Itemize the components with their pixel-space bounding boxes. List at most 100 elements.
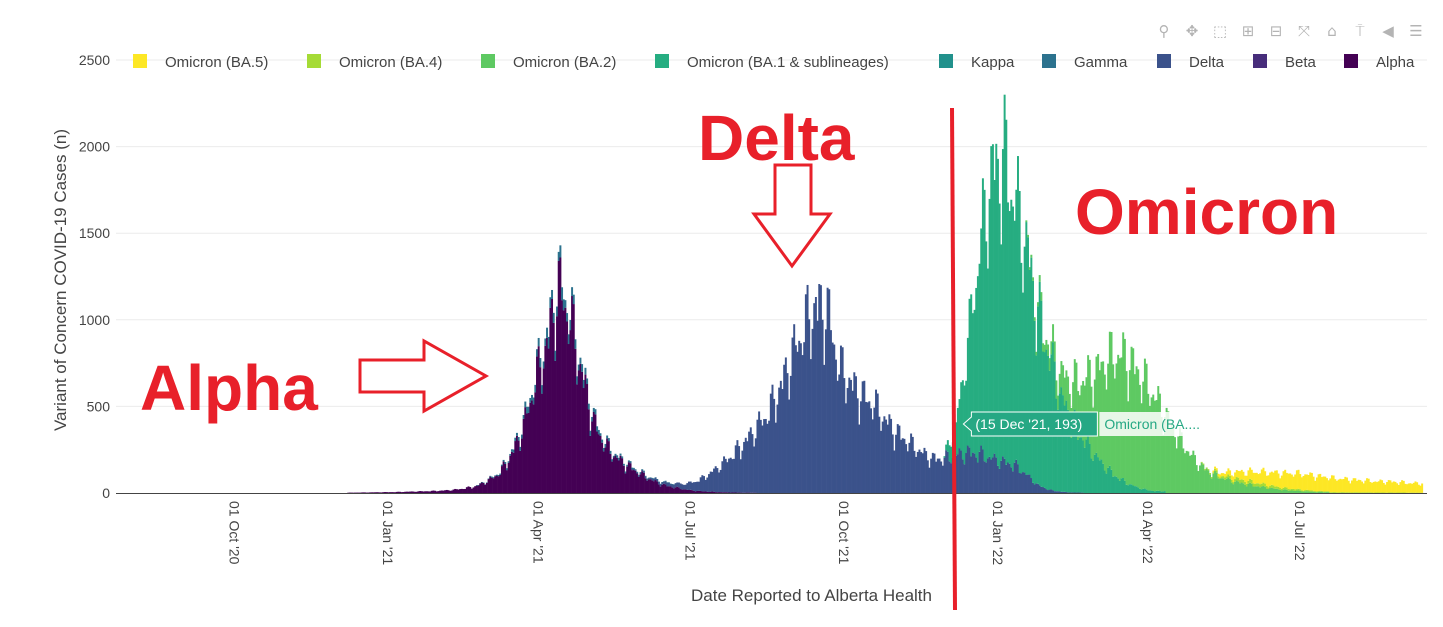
bar-segment[interactable] [614, 455, 617, 493]
bar-segment[interactable] [569, 320, 572, 331]
bar-segment[interactable] [542, 361, 545, 369]
bar-segment[interactable] [1275, 486, 1278, 489]
bar-segment[interactable] [1305, 474, 1308, 490]
bar-segment[interactable] [798, 340, 801, 493]
bar-segment[interactable] [935, 461, 938, 493]
bar-segment[interactable] [672, 484, 675, 485]
bar-segment[interactable] [674, 483, 677, 488]
bar-segment[interactable] [1242, 479, 1245, 484]
bar-segment[interactable] [1052, 490, 1055, 493]
bar-segment[interactable] [1082, 440, 1085, 493]
bar-segment[interactable] [1113, 476, 1116, 493]
bar-segment[interactable] [1254, 486, 1257, 493]
bar-segment[interactable] [1000, 460, 1003, 493]
bar-segment[interactable] [609, 450, 612, 454]
bar-segment[interactable] [1329, 478, 1332, 493]
bar-segment[interactable] [871, 419, 874, 493]
bar-segment[interactable] [853, 372, 856, 493]
bar-segment[interactable] [1006, 202, 1009, 463]
bar-segment[interactable] [1260, 483, 1263, 487]
bar-segment[interactable] [1045, 489, 1048, 493]
bar-segment[interactable] [836, 380, 839, 493]
bar-segment[interactable] [1364, 492, 1367, 493]
bar-segment[interactable] [1210, 477, 1213, 479]
bar-segment[interactable] [851, 390, 854, 493]
hover-compare-icon[interactable]: ☰ [1409, 22, 1423, 40]
bar-segment[interactable] [1095, 452, 1098, 493]
bar-segment[interactable] [1334, 492, 1337, 493]
bar-segment[interactable] [390, 492, 393, 493]
bar-segment[interactable] [728, 458, 731, 493]
bar-segment[interactable] [709, 491, 712, 493]
bar-segment[interactable] [1265, 488, 1268, 493]
bar-segment[interactable] [447, 490, 450, 493]
bar-segment[interactable] [1310, 491, 1313, 493]
bar-segment[interactable] [686, 489, 689, 493]
bar-segment[interactable] [524, 401, 527, 408]
bar-segment[interactable] [933, 453, 936, 493]
bar-segment[interactable] [1065, 492, 1068, 493]
bar-segment[interactable] [1015, 189, 1018, 460]
bar-segment[interactable] [1215, 468, 1218, 471]
bar-segment[interactable] [1189, 455, 1191, 493]
bar-segment[interactable] [774, 422, 777, 493]
bar-segment[interactable] [581, 371, 584, 493]
bar-segment[interactable] [526, 406, 528, 414]
bar-segment[interactable] [579, 357, 582, 364]
bar-segment[interactable] [1127, 485, 1130, 493]
bar-segment[interactable] [693, 490, 695, 493]
bar-segment[interactable] [365, 492, 368, 494]
bar-segment[interactable] [1090, 458, 1093, 493]
bar-segment[interactable] [1344, 492, 1347, 493]
bar-segment[interactable] [721, 492, 724, 493]
bar-segment[interactable] [624, 471, 627, 473]
bar-segment[interactable] [993, 453, 996, 493]
bar-segment[interactable] [701, 475, 704, 492]
bar-segment[interactable] [1307, 491, 1310, 493]
bar-segment[interactable] [505, 470, 508, 493]
bar-segment[interactable] [527, 406, 530, 413]
bar-segment[interactable] [624, 473, 627, 493]
bar-segment[interactable] [846, 388, 849, 493]
bar-segment[interactable] [711, 471, 714, 492]
bar-segment[interactable] [1105, 473, 1108, 493]
bar-segment[interactable] [1250, 483, 1253, 493]
bar-segment[interactable] [1265, 475, 1268, 486]
bar-segment[interactable] [352, 492, 355, 494]
bar-segment[interactable] [1367, 492, 1370, 493]
bar-segment[interactable] [965, 453, 968, 493]
bar-segment[interactable] [1047, 490, 1050, 493]
bar-segment[interactable] [432, 490, 435, 493]
bar-segment[interactable] [1023, 246, 1026, 473]
bar-segment[interactable] [1371, 482, 1374, 493]
bar-segment[interactable] [664, 481, 667, 485]
bar-segment[interactable] [1320, 491, 1323, 493]
bar-segment[interactable] [1008, 463, 1011, 493]
bar-segment[interactable] [1053, 341, 1056, 362]
bar-segment[interactable] [975, 287, 978, 458]
bar-segment[interactable] [1292, 476, 1295, 489]
bar-segment[interactable] [748, 431, 751, 493]
bar-segment[interactable] [1013, 220, 1016, 463]
bar-segment[interactable] [576, 376, 579, 385]
bar-segment[interactable] [1062, 395, 1065, 492]
bar-segment[interactable] [1003, 458, 1006, 493]
bar-segment[interactable] [562, 310, 565, 493]
bar-segment[interactable] [1008, 211, 1011, 464]
bar-segment[interactable] [467, 486, 470, 493]
bar-segment[interactable] [372, 492, 375, 493]
bar-segment[interactable] [1366, 492, 1369, 493]
bar-segment[interactable] [1300, 490, 1303, 492]
bar-segment[interactable] [875, 389, 878, 493]
bar-segment[interactable] [1369, 492, 1372, 493]
bar-segment[interactable] [1419, 485, 1422, 493]
bar-segment[interactable] [415, 491, 418, 493]
bar-segment[interactable] [761, 425, 764, 493]
bar-segment[interactable] [908, 442, 911, 493]
bar-segment[interactable] [703, 476, 705, 492]
bar-segment[interactable] [1240, 469, 1243, 480]
bar-segment[interactable] [751, 434, 754, 493]
bar-segment[interactable] [631, 469, 634, 471]
bar-segment[interactable] [1058, 491, 1061, 493]
bar-segment[interactable] [828, 289, 831, 493]
